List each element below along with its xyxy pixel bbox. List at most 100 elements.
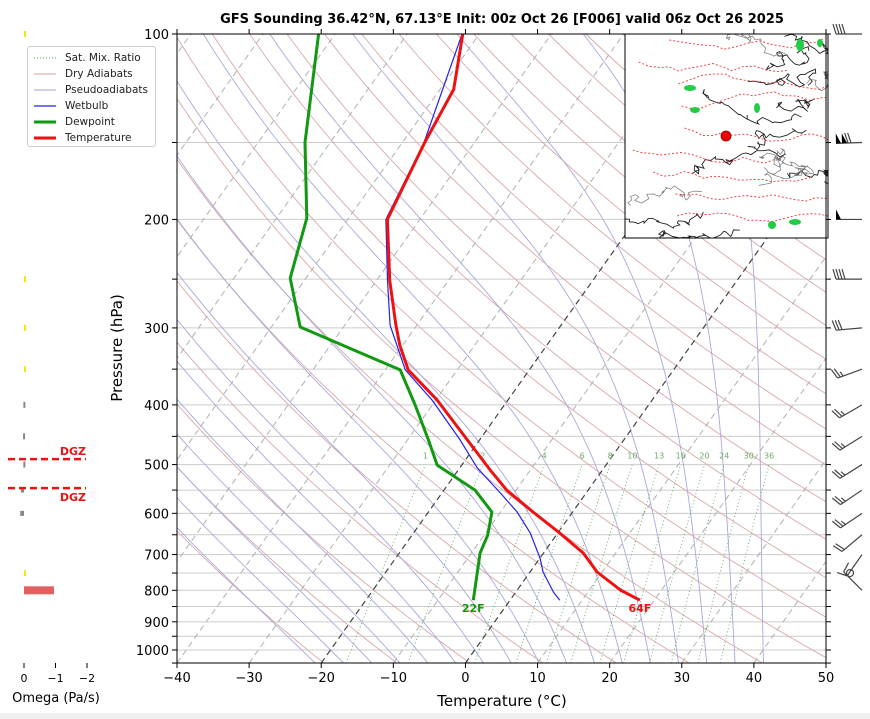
wind-barb-calm: [845, 568, 855, 578]
dry-adiabat: [473, 34, 826, 326]
temperature-line: [385, 34, 641, 602]
wind-barb-staff: [839, 464, 863, 479]
wind-barb-half-feather: [839, 371, 844, 377]
wind-barb-feather: [847, 132, 852, 144]
mixing-ratio-line: [719, 464, 770, 663]
background-lines: 1 2 4 6 8 10 13 16 20 24 30 36: [177, 34, 826, 663]
wind-barb-staff: [839, 404, 863, 419]
mixing-ratio-label: 10: [627, 452, 637, 461]
x-tick-label: 30: [674, 671, 691, 686]
wind-barb-flag: [841, 133, 847, 144]
mixing-ratio-label: 24: [719, 452, 729, 461]
legend-label: Wetbulb: [65, 100, 109, 112]
y-tick-label: 300: [144, 322, 169, 337]
legend-swatch: [34, 120, 56, 124]
omega-x-tick-label: −1: [47, 672, 63, 685]
mixing-ratio-label: 30: [744, 452, 754, 461]
mixing-ratio-line: [599, 464, 660, 663]
legend-item-sat-mix-ratio: Sat. Mix. Ratio: [34, 50, 155, 66]
mixing-ratio-line: [570, 464, 633, 663]
mixing-ratio-label: 13: [654, 452, 664, 461]
dgz-label: DGZ: [60, 491, 86, 504]
dry-adiabat: [398, 34, 826, 395]
dry-adiabat: [177, 97, 826, 659]
wind-barb: [831, 404, 863, 419]
omega-bar: [24, 324, 26, 331]
inset-map-pressure-contour: [676, 212, 829, 222]
dry-adiabat: [436, 34, 826, 360]
pseudoadiabat: [269, 34, 651, 663]
y-tick-label: 700: [144, 549, 169, 564]
omega-bar: [24, 366, 26, 373]
dry-adiabat: [211, 34, 826, 579]
omega-x-tick-label: 0: [21, 672, 28, 685]
wind-barb-staff: [846, 554, 863, 577]
pseudoadiabat: [203, 34, 623, 663]
pseudoadiabat: [177, 398, 429, 663]
omega-bar: [24, 276, 26, 283]
wind-barb-feather: [835, 543, 845, 551]
inset-map-contour: [692, 149, 787, 175]
pseudoadiabat: [177, 271, 512, 663]
wind-barb-feather: [838, 268, 843, 280]
surface-dewpoint-label: 22F: [462, 602, 485, 615]
wind-barb-half-feather: [840, 410, 846, 416]
inset-map-precip-area: [789, 219, 801, 225]
pseudoadiabat: [177, 155, 568, 663]
y-tick-label: 200: [144, 213, 169, 228]
mixing-ratio-line: [345, 464, 426, 663]
legend-label: Sat. Mix. Ratio: [65, 52, 141, 64]
isotherm-highlight: [464, 154, 826, 663]
wind-barb: [832, 268, 862, 280]
x-tick-label: 50: [818, 671, 835, 686]
omega-bar: [24, 586, 54, 595]
profile-series: 64F 22F: [288, 34, 651, 615]
y-tick-label: 100: [144, 28, 169, 43]
legend-swatch: [34, 73, 56, 75]
x-tick-label: −30: [235, 671, 262, 686]
omega-bar: [20, 510, 24, 516]
legend-label: Dry Adiabats: [65, 68, 133, 80]
inset-map-contour: [658, 229, 740, 239]
inset-map-contour: [769, 156, 814, 175]
wind-barb-feather: [844, 132, 849, 144]
axes: −40 −30 −20 −10 0 10 20 30 40 50 100 200 300 400 500 60…: [136, 28, 834, 686]
legend-label: Pseudoadiabats: [65, 84, 148, 96]
dewpoint-line: [288, 34, 494, 601]
wind-barb-feather: [834, 495, 844, 504]
omega-bar: [23, 461, 26, 468]
pseudoadiabat: [352, 34, 679, 663]
mixing-ratio-label: 1: [423, 452, 428, 461]
wind-barb-feather: [835, 268, 840, 280]
wind-barb-staff: [837, 368, 863, 379]
wind-barb-feather: [833, 368, 841, 378]
mixing-ratio-line: [407, 464, 484, 663]
wind-barb: [830, 368, 863, 379]
y-tick-label: 800: [144, 584, 169, 599]
wind-barb-staff: [840, 489, 863, 506]
isotherm: [177, 34, 408, 360]
x-tick-label: 40: [746, 671, 763, 686]
x-tick-label: −10: [380, 671, 407, 686]
wind-barb-feather: [835, 23, 840, 35]
inset-map-pressure-contour: [684, 127, 829, 142]
mixing-ratio-label: 6: [580, 452, 585, 461]
inset-map-precip-area: [684, 85, 696, 91]
isotherm: [825, 662, 826, 663]
wind-barb-half-feather: [840, 471, 846, 476]
wind-barb: [831, 512, 863, 529]
omega-bar: [24, 570, 26, 577]
y-tick-label: 1000: [136, 644, 169, 659]
legend-item-dewpoint: Dewpoint: [34, 114, 155, 130]
wind-barb: [831, 319, 863, 331]
inset-map: [624, 33, 830, 239]
inset-map-pressure-contour: [652, 171, 811, 183]
wind-barb-feather: [834, 319, 840, 331]
inset-map-contour: [765, 46, 810, 71]
wind-barb-staff: [835, 141, 863, 144]
wind-barb-feather: [831, 320, 837, 331]
inset-map-precip-area: [796, 39, 804, 51]
wind-barb-feather: [831, 520, 841, 529]
x-tick-label: 0: [461, 671, 469, 686]
isotherm: [177, 34, 336, 258]
